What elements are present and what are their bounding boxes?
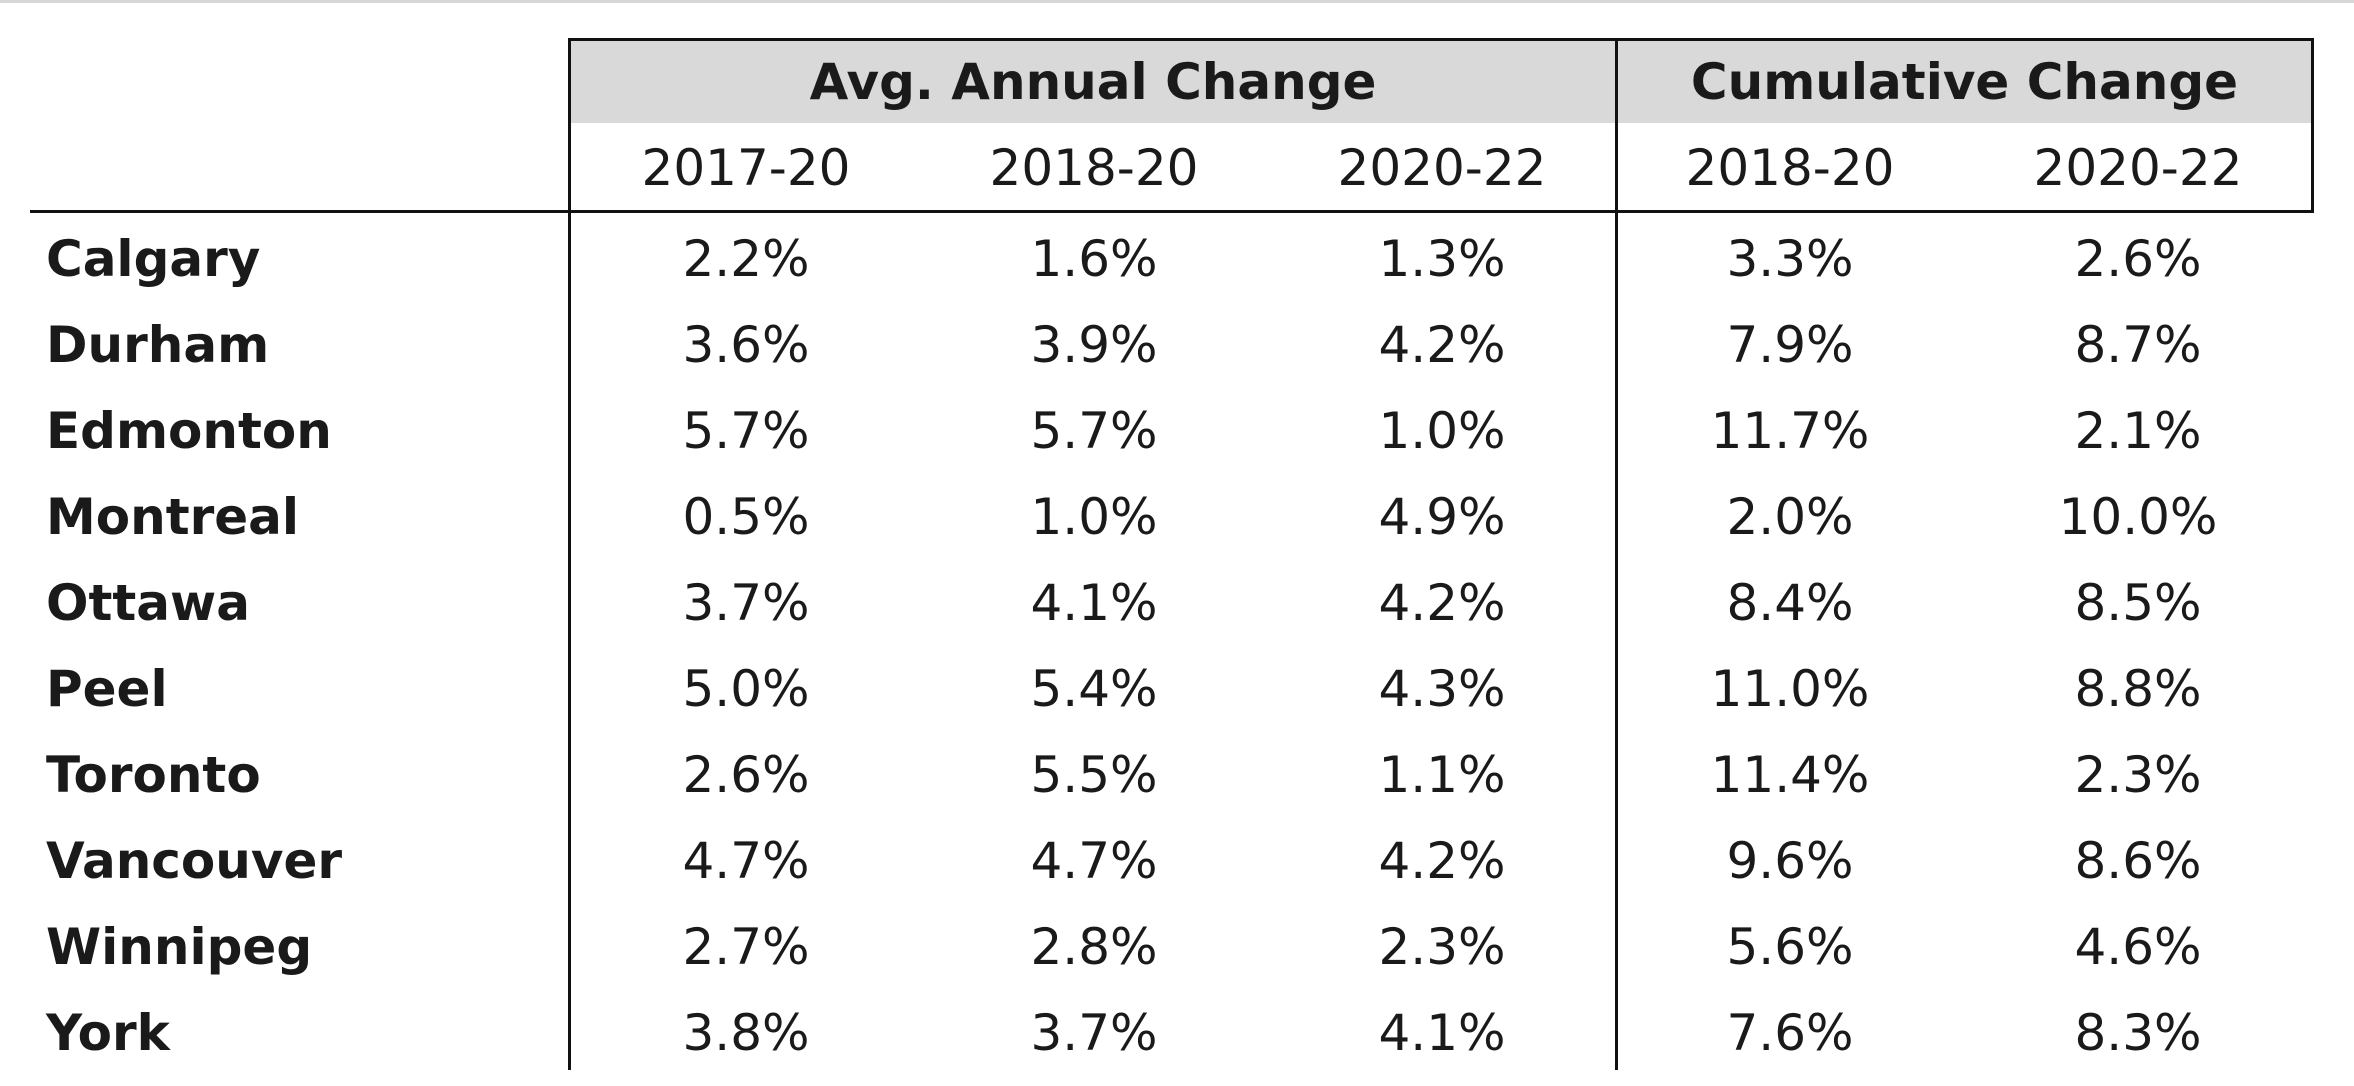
table-row: Vancouver 4.7% 4.7% 4.2% 9.6% 8.6% bbox=[0, 818, 2354, 904]
cell-cum-2020-22: 4.6% bbox=[2074, 918, 2202, 976]
column-header-cum-2020-22: 2020-22 bbox=[2033, 139, 2243, 197]
cell-avg-2018-20: 4.7% bbox=[1030, 832, 1158, 890]
table-frame-top bbox=[568, 38, 2314, 41]
cell-cum-2018-20: 9.6% bbox=[1726, 832, 1854, 890]
cell-avg-2020-22: 1.0% bbox=[1378, 402, 1506, 460]
cell-avg-2017-20: 0.5% bbox=[682, 488, 810, 546]
cell-avg-2018-20: 2.8% bbox=[1030, 918, 1158, 976]
table-row: Peel 5.0% 5.4% 4.3% 11.0% 8.8% bbox=[0, 646, 2354, 732]
cell-cum-2020-22: 8.3% bbox=[2074, 1004, 2202, 1062]
table-row: Calgary 2.2% 1.6% 1.3% 3.3% 2.6% bbox=[0, 216, 2354, 302]
table-row: York 3.8% 3.7% 4.1% 7.6% 8.3% bbox=[0, 990, 2354, 1076]
cell-avg-2017-20: 3.8% bbox=[682, 1004, 810, 1062]
cell-avg-2020-22: 1.3% bbox=[1378, 230, 1506, 288]
cell-cum-2020-22: 2.3% bbox=[2074, 746, 2202, 804]
row-label-city: Durham bbox=[46, 316, 270, 374]
cell-avg-2020-22: 4.2% bbox=[1378, 316, 1506, 374]
cell-cum-2018-20: 5.6% bbox=[1726, 918, 1854, 976]
cell-avg-2018-20: 5.5% bbox=[1030, 746, 1158, 804]
cell-avg-2020-22: 4.2% bbox=[1378, 574, 1506, 632]
column-header-avg-2020-22: 2020-22 bbox=[1337, 139, 1547, 197]
cell-cum-2020-22: 8.8% bbox=[2074, 660, 2202, 718]
row-label-city: Winnipeg bbox=[46, 918, 313, 976]
cell-avg-2018-20: 3.9% bbox=[1030, 316, 1158, 374]
cell-cum-2018-20: 3.3% bbox=[1726, 230, 1854, 288]
cell-avg-2018-20: 5.4% bbox=[1030, 660, 1158, 718]
cell-cum-2018-20: 7.9% bbox=[1726, 316, 1854, 374]
row-label-city: Ottawa bbox=[46, 574, 250, 632]
group-header-avg-annual-change: Avg. Annual Change bbox=[809, 53, 1377, 111]
table-row: Edmonton 5.7% 5.7% 1.0% 11.7% 2.1% bbox=[0, 388, 2354, 474]
cell-avg-2017-20: 2.7% bbox=[682, 918, 810, 976]
top-rule bbox=[0, 0, 2354, 3]
cell-avg-2020-22: 1.1% bbox=[1378, 746, 1506, 804]
cell-avg-2017-20: 2.2% bbox=[682, 230, 810, 288]
table-left-border bbox=[568, 38, 571, 1070]
cell-avg-2018-20: 4.1% bbox=[1030, 574, 1158, 632]
cell-avg-2020-22: 4.9% bbox=[1378, 488, 1506, 546]
group-header-cumulative-change: Cumulative Change bbox=[1690, 53, 2239, 111]
cell-cum-2018-20: 8.4% bbox=[1726, 574, 1854, 632]
cell-avg-2018-20: 5.7% bbox=[1030, 402, 1158, 460]
cell-avg-2017-20: 3.6% bbox=[682, 316, 810, 374]
cell-avg-2020-22: 4.2% bbox=[1378, 832, 1506, 890]
cell-cum-2020-22: 2.1% bbox=[2074, 402, 2202, 460]
cell-cum-2018-20: 11.7% bbox=[1710, 402, 1870, 460]
cell-cum-2018-20: 2.0% bbox=[1726, 488, 1854, 546]
row-label-city: Edmonton bbox=[46, 402, 332, 460]
column-header-cum-2018-20: 2018-20 bbox=[1685, 139, 1895, 197]
cell-avg-2017-20: 4.7% bbox=[682, 832, 810, 890]
row-label-city: Toronto bbox=[46, 746, 261, 804]
row-label-city: Montreal bbox=[46, 488, 300, 546]
row-label-city: Vancouver bbox=[46, 832, 343, 890]
cell-avg-2017-20: 5.7% bbox=[682, 402, 810, 460]
table-row: Montreal 0.5% 1.0% 4.9% 2.0% 10.0% bbox=[0, 474, 2354, 560]
cell-avg-2017-20: 5.0% bbox=[682, 660, 810, 718]
cell-cum-2020-22: 8.5% bbox=[2074, 574, 2202, 632]
column-header-avg-2017-20: 2017-20 bbox=[641, 139, 851, 197]
cell-cum-2018-20: 11.0% bbox=[1710, 660, 1870, 718]
table-right-border bbox=[2311, 38, 2314, 213]
table-row: Toronto 2.6% 5.5% 1.1% 11.4% 2.3% bbox=[0, 732, 2354, 818]
cell-avg-2018-20: 1.6% bbox=[1030, 230, 1158, 288]
cell-avg-2018-20: 3.7% bbox=[1030, 1004, 1158, 1062]
table-row: Ottawa 3.7% 4.1% 4.2% 8.4% 8.5% bbox=[0, 560, 2354, 646]
cell-avg-2020-22: 2.3% bbox=[1378, 918, 1506, 976]
cell-cum-2018-20: 7.6% bbox=[1726, 1004, 1854, 1062]
cell-avg-2020-22: 4.1% bbox=[1378, 1004, 1506, 1062]
cell-cum-2020-22: 8.7% bbox=[2074, 316, 2202, 374]
table-row: Durham 3.6% 3.9% 4.2% 7.9% 8.7% bbox=[0, 302, 2354, 388]
row-label-city: York bbox=[46, 1004, 170, 1062]
cell-avg-2018-20: 1.0% bbox=[1030, 488, 1158, 546]
cell-cum-2020-22: 2.6% bbox=[2074, 230, 2202, 288]
row-label-city: Calgary bbox=[46, 230, 261, 288]
cell-cum-2018-20: 11.4% bbox=[1710, 746, 1870, 804]
column-header-avg-2018-20: 2018-20 bbox=[989, 139, 1199, 197]
group-divider bbox=[1615, 38, 1618, 1070]
cell-cum-2020-22: 8.6% bbox=[2074, 832, 2202, 890]
cell-cum-2020-22: 10.0% bbox=[2058, 488, 2218, 546]
row-label-city: Peel bbox=[46, 660, 168, 718]
cell-avg-2017-20: 2.6% bbox=[682, 746, 810, 804]
cell-avg-2017-20: 3.7% bbox=[682, 574, 810, 632]
header-bottom-rule bbox=[30, 210, 2314, 213]
table-row: Winnipeg 2.7% 2.8% 2.3% 5.6% 4.6% bbox=[0, 904, 2354, 990]
group-header-background bbox=[571, 41, 2314, 123]
cell-avg-2020-22: 4.3% bbox=[1378, 660, 1506, 718]
